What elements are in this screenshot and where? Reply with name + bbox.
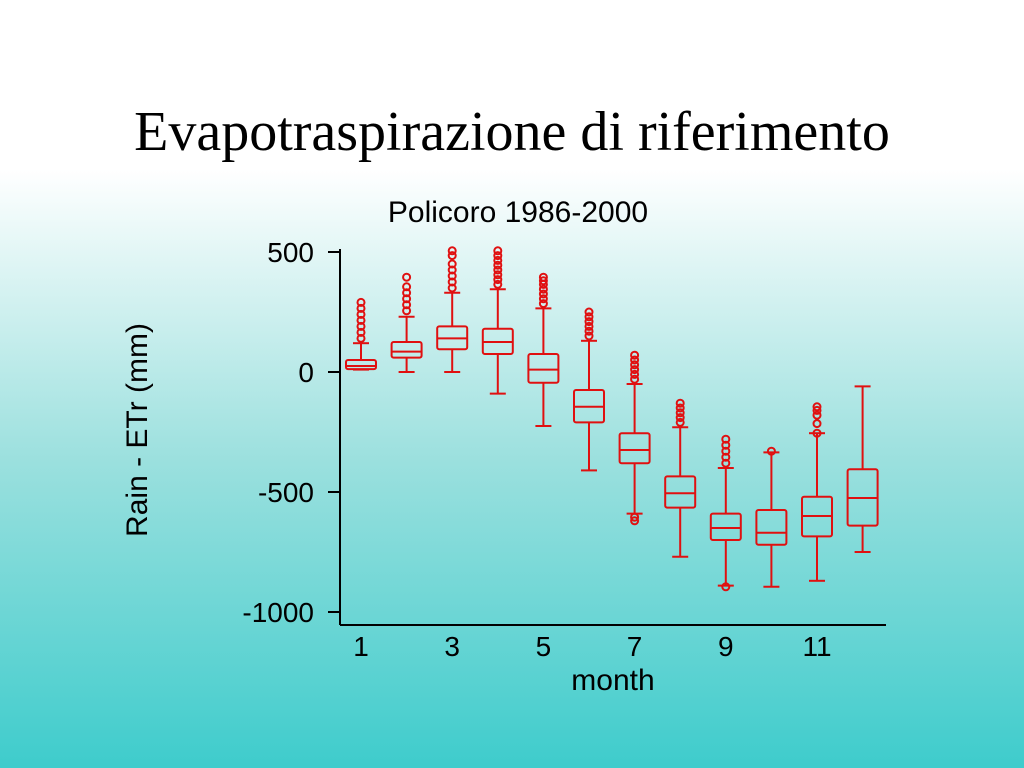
- x-tick-label: 7: [627, 631, 643, 662]
- x-tick-label: 5: [536, 631, 552, 662]
- outlier-point: [630, 374, 640, 384]
- outlier-point: [538, 272, 548, 282]
- outlier-point: [493, 279, 503, 289]
- outlier-point: [721, 582, 731, 592]
- box-month-2: [390, 272, 423, 373]
- iqr-box: [527, 353, 560, 384]
- outlier-point: [630, 350, 640, 360]
- box-month-9: [709, 434, 742, 592]
- iqr-box: [664, 475, 697, 509]
- outlier-point: [812, 405, 822, 415]
- outlier-point: [493, 275, 503, 285]
- x-tick-label: 9: [718, 631, 734, 662]
- outlier-point: [584, 317, 594, 327]
- outlier-point: [538, 294, 548, 304]
- outlier-point: [630, 360, 640, 370]
- outlier-point: [630, 369, 640, 379]
- outlier-point: [493, 251, 503, 261]
- outlier-point: [493, 260, 503, 270]
- outlier-point: [538, 289, 548, 299]
- outlier-point: [584, 326, 594, 336]
- outlier-point: [538, 284, 548, 294]
- iqr-box: [345, 359, 377, 371]
- outlier-point: [675, 417, 685, 427]
- box-month-1: [345, 297, 377, 371]
- box-month-8: [664, 398, 697, 558]
- outlier-point: [675, 398, 685, 408]
- y-tick-label: 500: [267, 237, 314, 268]
- x-tick-label: 3: [444, 631, 460, 662]
- outlier-point: [630, 365, 640, 375]
- outlier-point: [630, 516, 640, 526]
- y-tick-label: -1000: [242, 597, 314, 628]
- outlier-point: [675, 403, 685, 413]
- box-month-4: [481, 246, 514, 395]
- outlier-point: [493, 246, 503, 256]
- outlier-point: [493, 265, 503, 275]
- outlier-point: [630, 512, 640, 522]
- box-month-6: [573, 307, 605, 472]
- outlier-point: [721, 434, 731, 444]
- y-tick-label: -500: [258, 477, 314, 508]
- outlier-point: [402, 282, 412, 292]
- outlier-point: [630, 355, 640, 365]
- box-month-5: [527, 272, 560, 427]
- outlier-point: [584, 307, 594, 317]
- outlier-point: [538, 299, 548, 309]
- outlier-point: [447, 259, 457, 269]
- outlier-point: [675, 413, 685, 423]
- x-tick-label: 11: [802, 631, 831, 662]
- outlier-point: [675, 408, 685, 418]
- outlier-point: [493, 255, 503, 265]
- iqr-box: [618, 432, 651, 465]
- box-month-11: [801, 402, 833, 582]
- outlier-point: [447, 251, 457, 261]
- outlier-point: [493, 270, 503, 280]
- outlier-point: [402, 272, 412, 282]
- outlier-point: [812, 428, 822, 438]
- iqr-box: [390, 341, 423, 359]
- slide-title: Evapotraspirazione di riferimento: [134, 101, 890, 163]
- outlier-point: [766, 446, 776, 456]
- y-tick-label: 0: [298, 357, 314, 388]
- box-month-12: [846, 385, 879, 553]
- outlier-point: [584, 312, 594, 322]
- box-month-3: [436, 246, 469, 373]
- box-month-10: [755, 446, 788, 588]
- y-axis-label: Rain - ETr (mm): [121, 323, 154, 537]
- iqr-box: [709, 512, 742, 541]
- outlier-point: [584, 321, 594, 331]
- x-tick-label: 1: [353, 631, 369, 662]
- outlier-point: [447, 246, 457, 256]
- outlier-point: [584, 331, 594, 341]
- outlier-point: [538, 276, 548, 286]
- box-month-7: [618, 350, 651, 526]
- chart-title: Policoro 1986-2000: [388, 196, 648, 229]
- iqr-box: [755, 509, 788, 546]
- x-axis-label: month: [571, 664, 654, 697]
- outlier-point: [812, 410, 822, 420]
- outlier-point: [812, 402, 822, 412]
- outlier-point: [356, 297, 366, 307]
- outlier-point: [812, 419, 822, 429]
